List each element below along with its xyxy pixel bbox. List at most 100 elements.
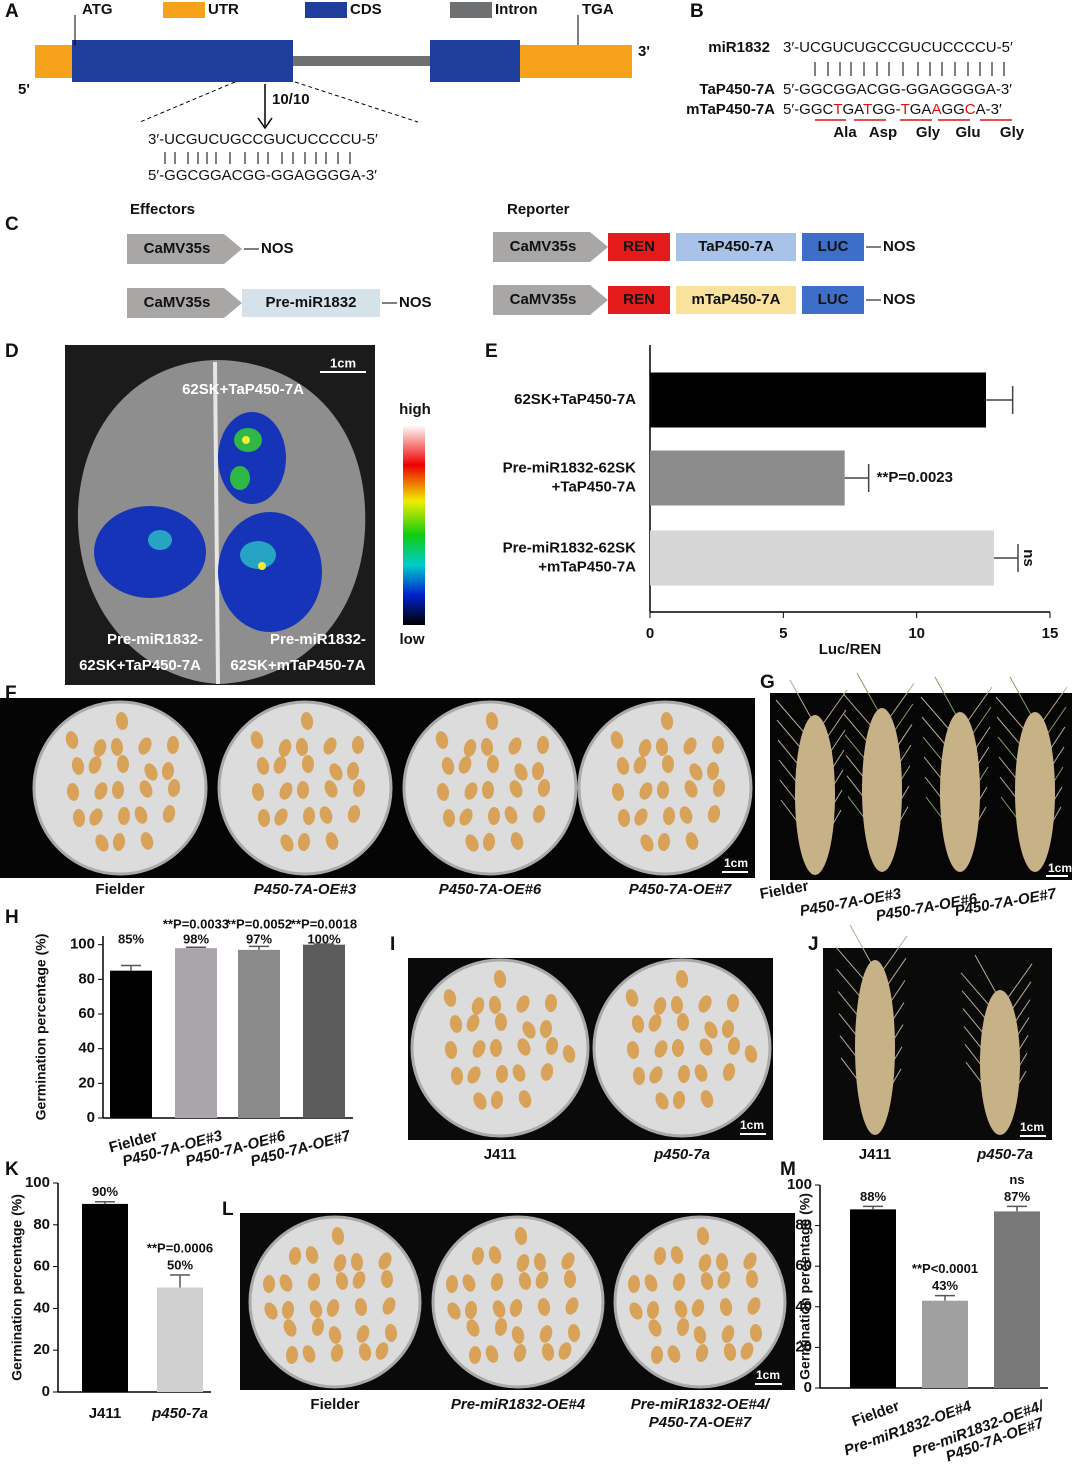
y-tick-label: +mTaP450-7A bbox=[538, 558, 636, 575]
seed bbox=[134, 806, 148, 824]
seed bbox=[689, 763, 703, 781]
y-tick-label: 0 bbox=[42, 1383, 50, 1400]
terminator: NOS bbox=[399, 294, 432, 311]
seq-segment: T bbox=[863, 101, 872, 118]
seed bbox=[626, 1041, 640, 1059]
seed bbox=[66, 783, 80, 801]
seed bbox=[285, 1346, 299, 1364]
amino-acid: Gly bbox=[916, 124, 941, 141]
seed bbox=[514, 1227, 528, 1245]
part-label: REN bbox=[623, 238, 655, 255]
seed bbox=[467, 1066, 481, 1084]
spike bbox=[940, 712, 980, 872]
mirna-seq: 3′-UCGUCUGCCGUCUCCCCU-5′ bbox=[148, 131, 378, 148]
seed bbox=[670, 996, 684, 1014]
seed bbox=[331, 1227, 345, 1245]
seed bbox=[144, 763, 158, 781]
seed bbox=[488, 996, 502, 1014]
y-tick-label: 20 bbox=[33, 1341, 50, 1358]
seed bbox=[711, 736, 725, 754]
seed bbox=[504, 806, 518, 824]
sample-label: P450-7A-OE#7 bbox=[953, 885, 1058, 920]
sample-label: J411 bbox=[859, 1146, 892, 1163]
leaf-label: 62SK+mTaP450-7A bbox=[230, 657, 365, 674]
seed bbox=[672, 1273, 686, 1291]
seed bbox=[649, 1066, 663, 1084]
intron bbox=[293, 56, 430, 66]
seed bbox=[279, 782, 293, 800]
part-label: REN bbox=[623, 291, 655, 308]
amino-acid: Glu bbox=[956, 124, 981, 141]
value-label: 50% bbox=[167, 1257, 193, 1272]
seed bbox=[311, 1318, 325, 1336]
x-tick-label: p450-7a bbox=[151, 1405, 208, 1422]
seed bbox=[655, 738, 669, 756]
seed bbox=[537, 1298, 551, 1316]
cds bbox=[430, 40, 520, 82]
seed bbox=[661, 755, 675, 773]
seed bbox=[727, 1037, 741, 1055]
seed bbox=[351, 736, 365, 754]
seed bbox=[541, 1343, 555, 1361]
seed bbox=[704, 1021, 718, 1039]
legend-label: UTR bbox=[208, 1, 239, 18]
seed bbox=[691, 1299, 705, 1317]
seed bbox=[683, 737, 697, 755]
bar bbox=[82, 1203, 128, 1392]
seed bbox=[352, 779, 366, 797]
seed bbox=[726, 994, 740, 1012]
seq-segment: 5′-GGC bbox=[783, 101, 833, 118]
y-tick-label: 60 bbox=[78, 1005, 95, 1022]
seq-name: miR1832 bbox=[708, 39, 770, 56]
pairing-marks bbox=[814, 62, 1012, 121]
seed bbox=[617, 809, 631, 827]
stop-codon: TGA bbox=[582, 1, 614, 18]
seed bbox=[444, 1041, 458, 1059]
y-tick-label: Pre-miR1832-62SK bbox=[503, 459, 637, 476]
amino-acid: Ala bbox=[833, 124, 857, 141]
terminator: NOS bbox=[883, 291, 916, 308]
mutant-seq: 5′-GGCTGATGG-TGAAGGCA-3′ bbox=[783, 101, 1002, 118]
seq-segment: GA bbox=[910, 101, 932, 118]
seed bbox=[706, 762, 720, 780]
y-tick-label: 0 bbox=[87, 1109, 95, 1126]
seed bbox=[535, 1271, 549, 1289]
construct-part bbox=[608, 286, 670, 314]
sample-label: p450-7a bbox=[653, 1146, 710, 1163]
seed bbox=[333, 1254, 347, 1272]
seed bbox=[632, 1067, 646, 1085]
seed bbox=[700, 1090, 714, 1108]
y-tick-label: 0 bbox=[804, 1379, 812, 1396]
seed bbox=[110, 738, 124, 756]
seed bbox=[631, 1015, 645, 1033]
seed bbox=[326, 1299, 340, 1317]
seed bbox=[676, 1318, 690, 1336]
seed bbox=[648, 1319, 662, 1337]
seed bbox=[441, 757, 455, 775]
seed bbox=[633, 756, 647, 774]
seed bbox=[278, 739, 292, 757]
target-seq: 5′-GGCGGACGG-GGAGGGGA-3′ bbox=[783, 81, 1012, 98]
seed bbox=[435, 731, 449, 749]
seed bbox=[250, 731, 264, 749]
seed bbox=[655, 1092, 669, 1110]
scale-label: 1cm bbox=[1020, 1120, 1044, 1134]
bar bbox=[157, 1287, 203, 1392]
legend-swatch bbox=[163, 2, 205, 18]
y-tick-label: 100 bbox=[787, 1176, 812, 1193]
promoter-label: CaMV35s bbox=[510, 238, 577, 255]
photo-content bbox=[32, 672, 1068, 1389]
seed bbox=[485, 1345, 499, 1363]
construct-part bbox=[676, 233, 796, 261]
seed bbox=[722, 1063, 736, 1081]
group-title: Effectors bbox=[130, 201, 195, 218]
seed bbox=[531, 762, 545, 780]
panel-label: H bbox=[5, 907, 19, 928]
spike bbox=[980, 990, 1020, 1135]
annotation: ns bbox=[1009, 1172, 1024, 1187]
seed bbox=[464, 782, 478, 800]
seed bbox=[517, 1038, 531, 1056]
seed bbox=[65, 731, 79, 749]
bar bbox=[850, 1209, 896, 1388]
